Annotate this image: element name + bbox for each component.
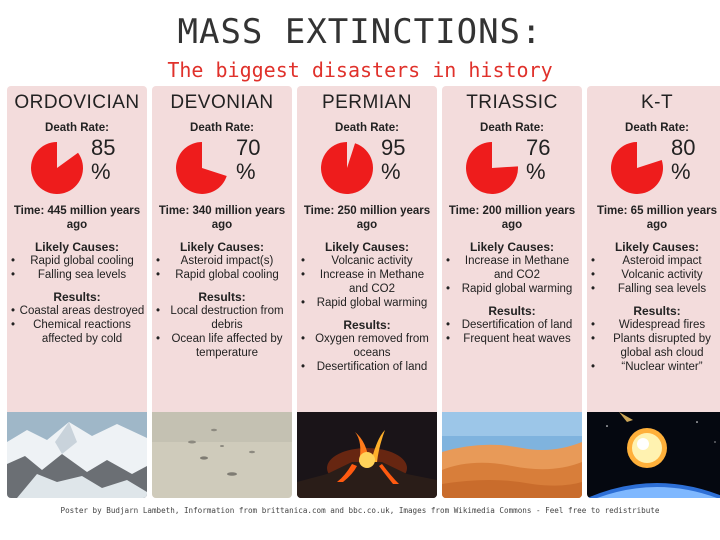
death-rate-slice	[466, 142, 518, 194]
percent-sign: %	[236, 159, 256, 184]
event-time: Time: 250 million years ago	[303, 205, 431, 231]
asteroid-impact-image	[587, 412, 720, 498]
result-item: Ocean life affected by temperature	[152, 332, 292, 360]
death-rate-chart: 85 %	[7, 136, 147, 198]
cause-item: Volcanic activity	[587, 268, 720, 282]
result-item: Frequent heat waves	[442, 332, 582, 346]
event-time: Time: 65 million years ago	[597, 205, 717, 231]
death-rate-slice	[30, 142, 83, 194]
death-rate-pie	[466, 142, 518, 194]
event-name: K-T	[640, 92, 674, 113]
cause-item: Rapid global cooling	[7, 254, 147, 268]
death-rate-value: 76	[526, 135, 551, 160]
death-rate-pie	[321, 142, 373, 194]
cause-item: Increase in Methane and CO2	[442, 254, 582, 282]
death-rate-pie	[611, 142, 663, 194]
result-item: Chemical reactions affected by cold	[7, 318, 147, 346]
poster-footer-credits: Poster by Budjarn Lambeth, Information f…	[60, 506, 660, 515]
death-rate-value: 70	[236, 135, 261, 160]
result-item: Widespread fires	[587, 318, 720, 332]
death-rate-label: Death Rate:	[190, 122, 254, 134]
event-column-triassic: TRIASSIC Death Rate: 76 % Time: 200 mill…	[442, 86, 582, 498]
death-rate-slice	[176, 142, 227, 194]
results-heading: Results:	[53, 290, 101, 304]
percent-sign: %	[671, 159, 691, 184]
causes-heading: Likely Causes:	[179, 240, 265, 254]
poster-title: MASS EXTINCTIONS:	[177, 12, 543, 52]
cause-item: Increase in Methane and CO2	[297, 268, 437, 296]
results-list: Desertification of land Frequent heat wa…	[442, 318, 582, 346]
death-rate-value: 95	[381, 135, 406, 160]
event-time: Time: 445 million years ago	[13, 205, 141, 231]
icy-landscape-image	[7, 412, 147, 498]
event-column-devonian: DEVONIAN Death Rate: 70 % Time: 340 mill…	[152, 86, 292, 498]
cause-item: Falling sea levels	[587, 282, 720, 296]
cause-item: Rapid global cooling	[152, 268, 292, 282]
percent-sign: %	[381, 159, 401, 184]
cause-item: Rapid global warming	[442, 282, 582, 296]
death-rate-value: 85	[91, 135, 116, 160]
volcano-eruption-image	[297, 412, 437, 498]
result-item: Oxygen removed from oceans	[297, 332, 437, 360]
death-rate-label: Death Rate:	[335, 122, 399, 134]
death-rate-chart: 95 %	[297, 136, 437, 198]
results-list: Oxygen removed from oceans Desertificati…	[297, 332, 437, 374]
result-item: Desertification of land	[297, 360, 437, 374]
results-heading: Results:	[488, 304, 536, 318]
results-list: Coastal areas destroyed Chemical reactio…	[7, 304, 147, 346]
results-list: Local destruction from debris Ocean life…	[152, 304, 292, 360]
results-heading: Results:	[198, 290, 246, 304]
cause-item: Asteroid impact	[587, 254, 720, 268]
results-heading: Results:	[633, 304, 681, 318]
desert-dunes-image	[442, 412, 582, 498]
cause-item: Rapid global warming	[297, 296, 437, 310]
causes-list: Asteroid impact Volcanic activity Fallin…	[587, 254, 720, 296]
death-rate-value: 80	[671, 135, 696, 160]
result-item: Coastal areas destroyed	[7, 304, 147, 318]
causes-list: Increase in Methane and CO2 Rapid global…	[442, 254, 582, 296]
death-rate-slice	[321, 142, 373, 194]
event-name: ORDOVICIAN	[14, 92, 140, 113]
death-rate-pie	[176, 142, 227, 194]
causes-heading: Likely Causes:	[469, 240, 555, 254]
death-rate-label: Death Rate:	[625, 122, 689, 134]
result-item: Local destruction from debris	[152, 304, 292, 332]
result-item: “Nuclear winter”	[587, 360, 720, 374]
death-rate-label: Death Rate:	[480, 122, 544, 134]
event-name: TRIASSIC	[466, 92, 558, 113]
event-column-ordovician: ORDOVICIAN Death Rate: 85 % Time: 445 mi…	[7, 86, 147, 498]
causes-list: Asteroid impact(s) Rapid global cooling	[152, 254, 292, 282]
death-rate-label: Death Rate:	[45, 122, 109, 134]
death-rate-chart: 80 %	[587, 136, 720, 198]
causes-heading: Likely Causes:	[324, 240, 410, 254]
results-heading: Results:	[343, 318, 391, 332]
causes-list: Rapid global cooling Falling sea levels	[7, 254, 147, 282]
poster-subtitle: The biggest disasters in history	[167, 58, 553, 82]
causes-heading: Likely Causes:	[614, 240, 700, 254]
event-column-kt: K-T Death Rate: 80 % Time: 65 million ye…	[587, 86, 720, 498]
result-item: Plants disrupted by global ash cloud	[587, 332, 720, 360]
sandy-seabed-image	[152, 412, 292, 498]
causes-list: Volcanic activity Increase in Methane an…	[297, 254, 437, 310]
causes-heading: Likely Causes:	[34, 240, 120, 254]
event-name: PERMIAN	[321, 92, 413, 113]
death-rate-chart: 70 %	[152, 136, 292, 198]
death-rate-slice	[611, 142, 663, 194]
result-item: Desertification of land	[442, 318, 582, 332]
percent-sign: %	[526, 159, 546, 184]
cause-item: Volcanic activity	[297, 254, 437, 268]
event-time: Time: 340 million years ago	[158, 205, 286, 231]
death-rate-pie	[30, 142, 83, 194]
cause-item: Falling sea levels	[7, 268, 147, 282]
event-column-permian: PERMIAN Death Rate: 95 % Time: 250 milli…	[297, 86, 437, 498]
death-rate-chart: 76 %	[442, 136, 582, 198]
percent-sign: %	[91, 159, 111, 184]
cause-item: Asteroid impact(s)	[152, 254, 292, 268]
results-list: Widespread fires Plants disrupted by glo…	[587, 318, 720, 374]
event-time: Time: 200 million years ago	[448, 205, 576, 231]
event-name: DEVONIAN	[170, 92, 274, 113]
